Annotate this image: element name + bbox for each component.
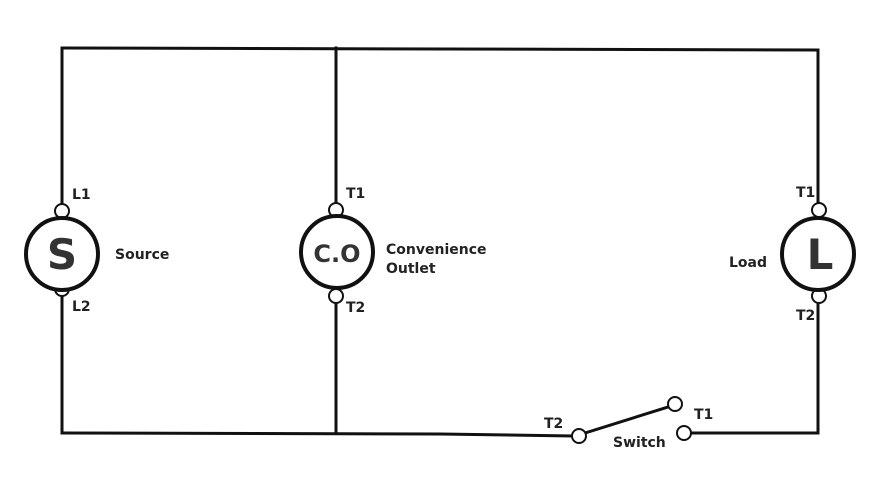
outlet-circle (299, 214, 375, 290)
source-symbol: S (47, 230, 77, 279)
switch-component: T2 T1 Switch (544, 396, 713, 451)
load-component: L T1 T2 Load (729, 185, 856, 324)
load-symbol: L (807, 230, 834, 279)
load-label: Load (729, 255, 767, 271)
outlet-label-line1: Convenience (386, 242, 487, 258)
top-wire (60, 46, 820, 52)
source-circle (24, 216, 100, 292)
switch-pivot-top (667, 396, 683, 412)
source-component: S L1 L2 Source (24, 187, 169, 315)
bottom-wire-left (60, 431, 574, 438)
load-circle (780, 216, 856, 292)
source-l1-label: L1 (72, 187, 91, 203)
load-terminal-t1 (811, 202, 827, 218)
source-terminal-l1 (54, 203, 70, 219)
source-l2-label: L2 (72, 299, 91, 315)
outlet-t2-label: T2 (346, 300, 365, 316)
source-label: Source (115, 247, 169, 263)
switch-terminal-t1 (676, 425, 692, 441)
outlet-t1-label: T1 (346, 186, 365, 202)
outlet-symbol: C.O (313, 240, 360, 268)
outlet-label-line2: Outlet (386, 261, 436, 277)
wires (60, 46, 820, 438)
switch-label: Switch (613, 435, 666, 451)
switch-terminal-t2 (571, 428, 587, 444)
switch-t1-label: T1 (694, 407, 713, 423)
load-t1-label: T1 (796, 185, 815, 201)
switch-blade (583, 405, 670, 435)
switch-t2-label: T2 (544, 416, 563, 432)
outlet-terminal-t2 (328, 288, 344, 304)
outlet-component: C.O T1 T2 Convenience Outlet (299, 186, 487, 316)
load-t2-label: T2 (796, 308, 815, 324)
